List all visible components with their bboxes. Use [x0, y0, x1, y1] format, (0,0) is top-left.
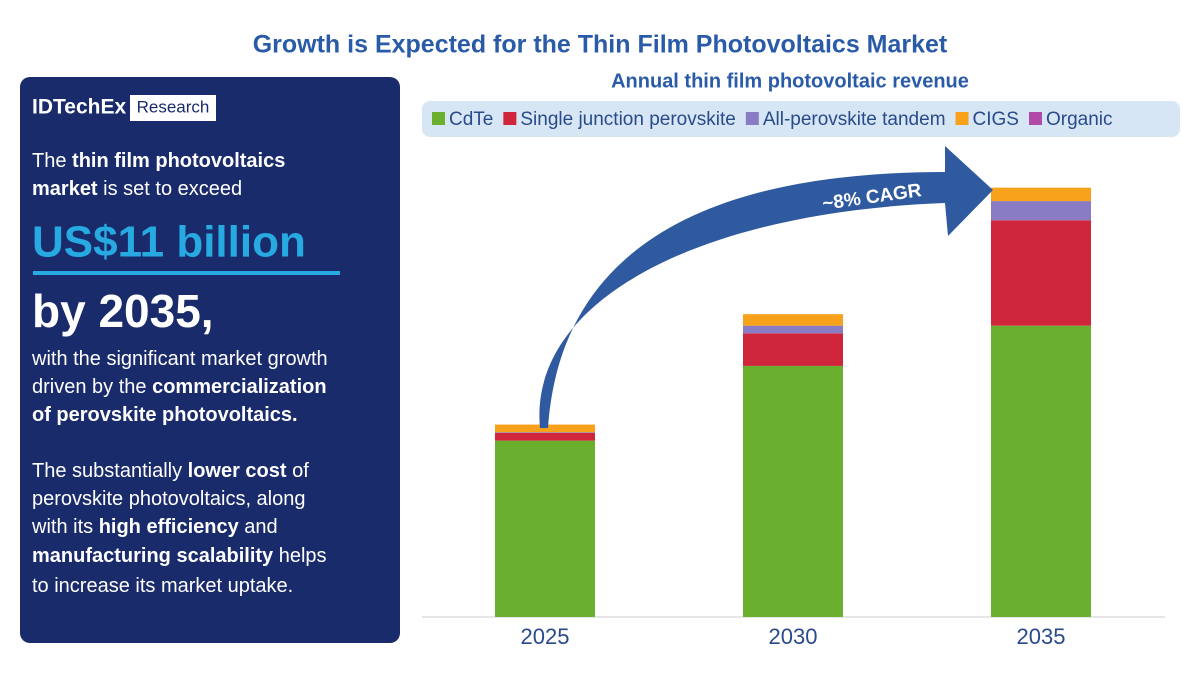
x-tick-label: 2035	[1017, 624, 1066, 649]
text: helps	[273, 545, 326, 567]
bar-segment	[743, 333, 843, 366]
bar-segment	[743, 365, 843, 617]
text: is set to exceed	[98, 178, 243, 200]
cost-line: to increase its market uptake.	[32, 575, 293, 597]
text: thin film photovoltaics	[72, 150, 285, 172]
headline: US$11 billion	[32, 218, 306, 267]
bar-segment	[495, 433, 595, 441]
text: of perovskite photovoltaics.	[32, 404, 298, 426]
text: The substantially	[32, 460, 188, 482]
text-panel	[20, 77, 400, 643]
logo: IDTechEx	[32, 96, 126, 119]
text: of	[287, 460, 310, 482]
text: high efficiency	[99, 516, 240, 538]
x-tick-label: 2030	[769, 624, 818, 649]
text: to increase its market uptake.	[32, 575, 293, 597]
text: market	[32, 178, 98, 200]
legend-label: Organic	[1046, 109, 1113, 130]
legend-swatch	[955, 112, 969, 125]
cost-line: manufacturing scalability helps	[32, 545, 327, 567]
cost-line: perovskite photovoltaics, along	[32, 488, 306, 510]
chart-title: Growth is Expected for the Thin Film Pho…	[253, 31, 948, 59]
intro-line: The thin film photovoltaics	[32, 150, 285, 172]
bar-segment	[495, 432, 595, 433]
chart-subtitle: Annual thin film photovoltaic revenue	[611, 70, 969, 92]
bar-segment	[991, 325, 1091, 617]
text: with the significant market growth	[31, 348, 328, 370]
legend-swatch	[503, 112, 517, 125]
intro-line: market is set to exceed	[32, 178, 242, 200]
legend-swatch	[1028, 112, 1042, 125]
bar-segment	[991, 187, 1091, 202]
bar-segment	[991, 201, 1091, 221]
year-line: by 2035,	[32, 285, 214, 337]
text: with its	[31, 516, 99, 538]
bars	[495, 187, 1091, 617]
bar-segment	[743, 325, 843, 334]
bar-segment	[743, 314, 843, 326]
bar-segment	[495, 440, 595, 617]
legend-label: All-perovskite tandem	[763, 109, 946, 130]
legend-label: CdTe	[449, 109, 493, 130]
x-tick-label: 2025	[521, 624, 570, 649]
text: commercialization	[152, 376, 327, 398]
bar-segment	[495, 424, 595, 433]
text: driven by the	[32, 376, 152, 398]
text: manufacturing scalability	[32, 545, 274, 567]
legend-swatch	[432, 112, 445, 125]
growth-line: of perovskite photovoltaics.	[32, 404, 298, 426]
legend-label: Single junction perovskite	[520, 109, 735, 130]
legend-box	[422, 101, 1180, 137]
cost-line: with its high efficiency and	[31, 516, 278, 538]
growth-line: with the significant market growth	[31, 348, 328, 370]
cost-line: The substantially lower cost of	[32, 460, 309, 482]
legend-swatch	[745, 112, 759, 125]
text: lower cost	[188, 460, 287, 482]
bar-segment	[991, 220, 1091, 326]
legend-label: CIGS	[973, 109, 1019, 130]
growth-arrow	[539, 146, 993, 428]
text: The	[32, 150, 72, 172]
text: and	[239, 516, 278, 538]
text: perovskite photovoltaics, along	[32, 488, 306, 510]
growth-line: driven by the commercialization	[32, 376, 327, 398]
logo-tag: Research	[137, 97, 210, 116]
logo-tag-box	[130, 95, 216, 121]
